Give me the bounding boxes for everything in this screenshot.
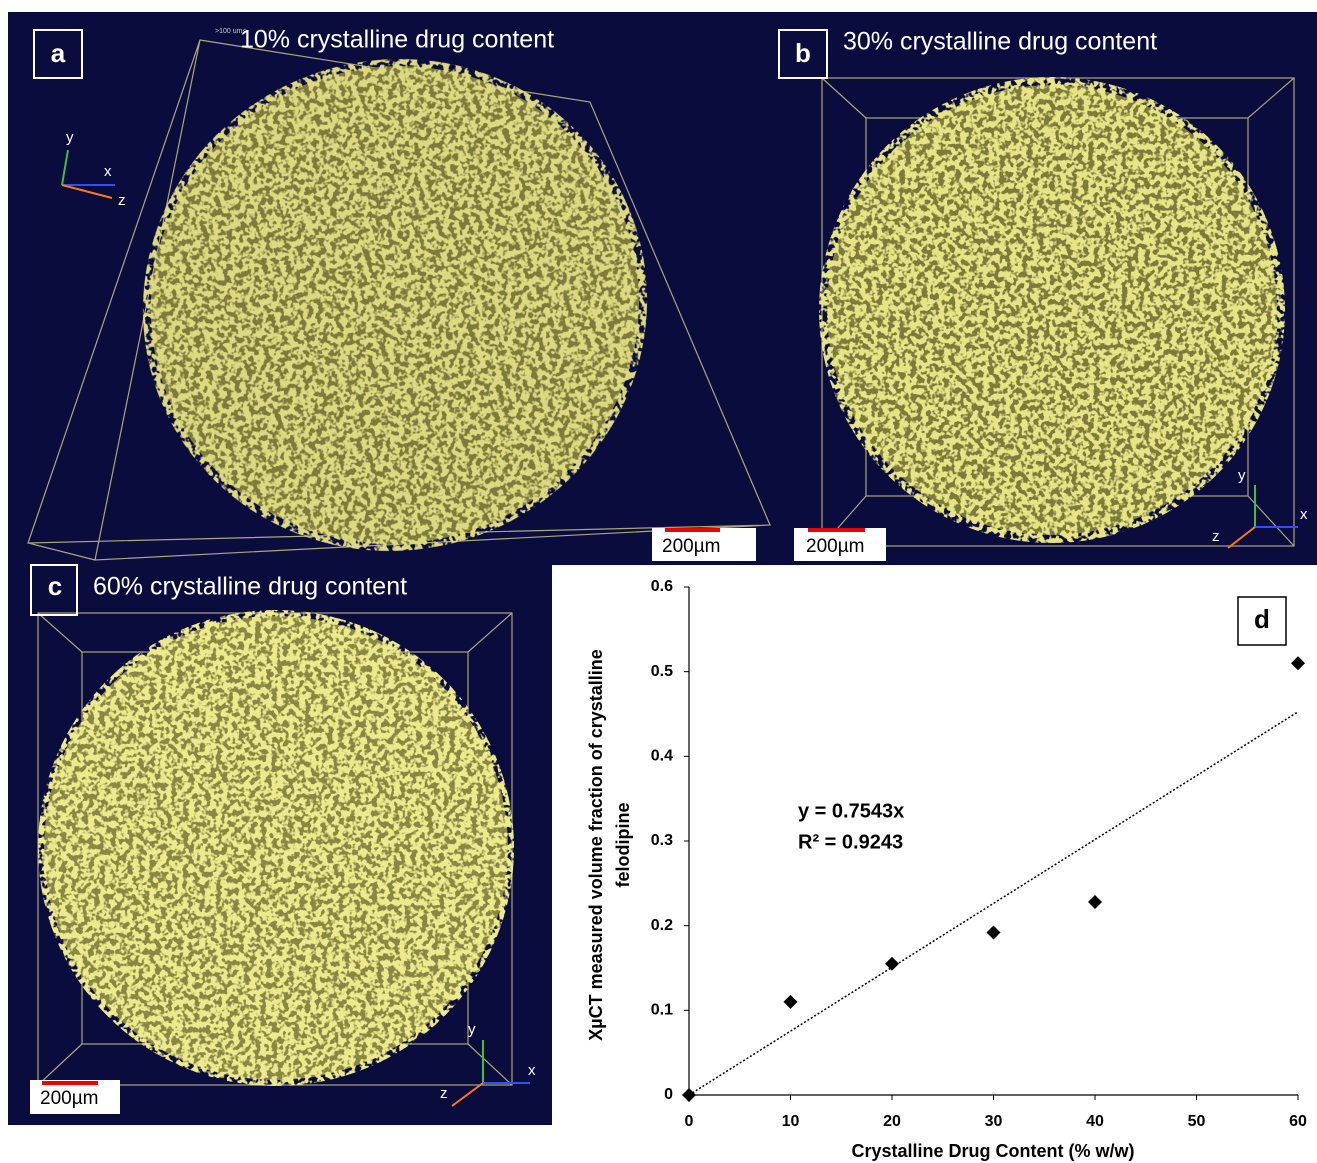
panel-label: c — [48, 571, 62, 601]
y-tick-label: 0.2 — [651, 917, 673, 934]
panel-label: a — [51, 38, 66, 68]
point — [1291, 656, 1305, 670]
y-axis-label: XµCT measured volume fraction of crystal… — [586, 649, 606, 1040]
axis-letter: y — [1238, 467, 1246, 484]
chart: d Crystalline Drug Content (% w/w) XµCT … — [586, 578, 1307, 1161]
x-tick-label: 0 — [685, 1113, 694, 1130]
y-tick-label: 0.6 — [651, 578, 673, 595]
sample-b-texture — [819, 77, 1285, 543]
x-tick-label: 30 — [985, 1113, 1003, 1130]
axis-letter: z — [1212, 528, 1220, 545]
r-squared: R² = 0.9243 — [798, 831, 903, 853]
equation: y = 0.7543x — [798, 800, 904, 822]
axis-letter: x — [528, 1062, 536, 1079]
point — [987, 925, 1001, 939]
x-axis-label: Crystalline Drug Content (% w/w) — [851, 1141, 1134, 1161]
x-tick-label: 10 — [782, 1113, 800, 1130]
sample-c-texture — [38, 610, 514, 1086]
y-tick-label: 0.4 — [651, 748, 673, 765]
axis-letter: x — [1300, 506, 1308, 523]
trendline — [689, 712, 1298, 1095]
scale-bar-label: 200µm — [662, 536, 720, 557]
point — [784, 995, 798, 1009]
axis-letter: y — [66, 129, 74, 146]
x-tick-label: 50 — [1188, 1113, 1206, 1130]
y-tick-label: 0 — [664, 1086, 673, 1103]
x-tick-label: 20 — [883, 1113, 901, 1130]
scale-bar-label: 200µm — [806, 536, 864, 557]
point — [885, 957, 899, 971]
axis-letter: z — [118, 192, 126, 209]
y-tick-label: 0.3 — [651, 832, 673, 849]
point — [682, 1088, 696, 1102]
axis-letter: z — [440, 1085, 448, 1102]
scale-bar-label: 200µm — [40, 1088, 98, 1109]
y-tick-label: 0.5 — [651, 663, 673, 680]
panel-title: 10% crystalline drug content — [240, 26, 554, 54]
panel-label: d — [1254, 604, 1270, 634]
point — [1088, 895, 1102, 909]
y-axis-label: felodipine — [613, 803, 633, 888]
axis-letter: y — [468, 1021, 476, 1038]
panel-title: 30% crystalline drug content — [843, 28, 1157, 56]
panel-title: 60% crystalline drug content — [93, 573, 407, 601]
panel-label: b — [795, 38, 811, 68]
x-tick-label: 40 — [1086, 1113, 1104, 1130]
x-tick-label: 60 — [1289, 1113, 1307, 1130]
y-tick-label: 0.1 — [651, 1002, 673, 1019]
axis-letter: x — [104, 163, 112, 180]
figure: >100 um< a 10% crystalline drug content … — [0, 0, 1317, 1163]
